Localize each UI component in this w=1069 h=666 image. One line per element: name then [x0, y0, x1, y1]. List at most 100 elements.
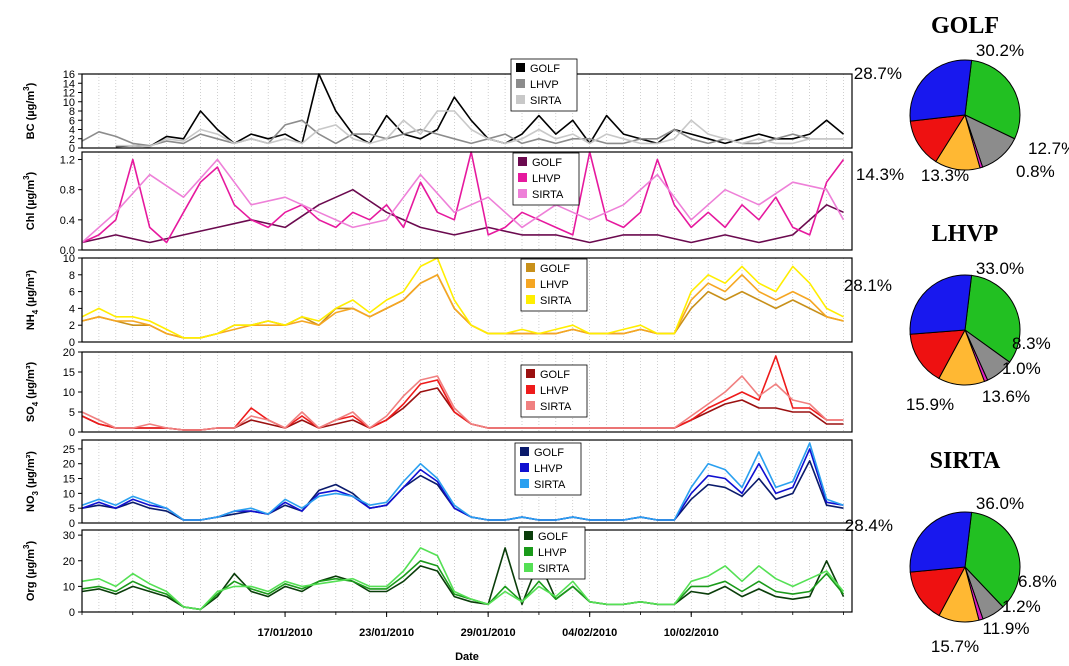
legend-swatch: [516, 79, 525, 88]
y-tick-label: 25: [63, 444, 75, 456]
y-tick-label: 1.2: [60, 155, 75, 167]
y-tick-label: 8: [69, 270, 75, 282]
x-axis-label: Date: [455, 651, 479, 663]
y-tick-label: 4: [69, 125, 75, 137]
y-tick-label: 8: [69, 106, 75, 118]
legend-swatch: [526, 369, 535, 378]
pie-lhvp: LHVP 33.0% 8.3% 1.0% 13.6% 15.9% 28.1%: [844, 221, 1051, 414]
legend: GOLF LHVP SIRTA: [520, 258, 588, 312]
pie-slice-label: 15.7%: [931, 637, 979, 656]
pie-slice-label: 30.2%: [976, 41, 1024, 60]
y-tick-label: 10: [63, 581, 75, 593]
y-tick-label: 5: [69, 407, 75, 419]
legend-entry: LHVP: [530, 79, 559, 91]
y-axis-label: SO4 (µg/m³): [25, 362, 40, 423]
pie-title: SIRTA: [930, 448, 1001, 474]
legend-swatch: [526, 401, 535, 410]
y-axis-label: Chl (µg/m3): [22, 171, 37, 230]
y-tick-label: 12: [63, 88, 75, 100]
pie-slice-label: 8.3%: [1012, 334, 1051, 353]
pie-slice-label: 1.0%: [1002, 359, 1041, 378]
y-tick-label: 0: [69, 427, 75, 439]
legend-entry: GOLF: [532, 157, 562, 169]
y-tick-label: 10: [63, 387, 75, 399]
series-line-lhvp: [81, 559, 845, 611]
y-tick-label: 6: [69, 115, 75, 127]
legend-entry: SIRTA: [540, 295, 572, 307]
series-line-golf: [81, 188, 844, 244]
series-line-lhvp: [81, 448, 844, 521]
legend-swatch: [524, 547, 533, 556]
legend-swatch: [526, 279, 535, 288]
legend-entry: LHVP: [538, 547, 567, 559]
y-tick-label: 20: [63, 347, 75, 359]
legend-entry: GOLF: [540, 263, 570, 275]
y-axis-label: BC (µg/m3): [22, 82, 37, 139]
y-tick-label: 15: [63, 474, 75, 486]
panel-frame: [81, 257, 853, 343]
pie-slice-label: 13.6%: [982, 387, 1030, 406]
legend-entry: LHVP: [534, 463, 563, 475]
series-line-golf: [81, 273, 844, 339]
pie-slice: [909, 566, 966, 617]
legend: GOLF LHVP SIRTA: [520, 364, 588, 418]
legend-swatch: [518, 173, 527, 182]
legend-entry: SIRTA: [530, 95, 562, 107]
y-axis-label: NO3 (µg/m³): [25, 451, 40, 512]
panel-2: 0.0 0.4 0.8 1.2 Chl (µg/m3) GOLF LHVP SIRTA: [22, 151, 853, 257]
series-line-sirta: [81, 158, 845, 244]
y-tick-label: 15: [63, 367, 75, 379]
y-tick-label: 30: [63, 530, 75, 542]
pie-slice: [909, 511, 973, 573]
pie-slice-label: 11.9%: [983, 619, 1030, 638]
y-tick-label: 10: [63, 253, 75, 265]
legend-entry: SIRTA: [540, 401, 572, 413]
pie-slice-label: 6.8%: [1018, 572, 1057, 591]
legend-entry: GOLF: [538, 531, 568, 543]
y-tick-label: 5: [69, 503, 75, 515]
pie-slice-label: 28.7%: [854, 64, 902, 83]
y-tick-label: 0.0: [60, 245, 75, 257]
series-line-lhvp: [81, 355, 844, 431]
y-tick-label: 0: [69, 607, 75, 619]
y-tick-label: 0.8: [60, 185, 75, 197]
pie-slice-label: 14.3%: [856, 165, 904, 184]
legend: GOLF LHVP SIRTA: [512, 152, 580, 206]
pie-slice: [909, 274, 973, 335]
y-tick-label: 2: [69, 320, 75, 332]
pie-slice: [909, 59, 973, 122]
legend-entry: GOLF: [530, 63, 560, 75]
x-tick-label: 23/01/2010: [359, 627, 414, 639]
panel-frame: [81, 439, 853, 524]
panel-4: 0 5 10 15 20 SO4 (µg/m³) GOLF LHVP SIRTA: [25, 347, 853, 439]
pie-slice-label: 1.2%: [1002, 597, 1041, 616]
panel-frame: [81, 529, 853, 613]
legend-entry: SIRTA: [532, 189, 564, 201]
legend-swatch: [518, 189, 527, 198]
pie-slice-label: 28.4%: [845, 516, 893, 535]
pie-sirta: SIRTA 36.0% 6.8% 1.2% 11.9%15.7% 28.4%: [845, 448, 1057, 656]
legend: GOLF LHVP SIRTA: [518, 526, 586, 580]
series-line-golf: [115, 73, 845, 148]
panel-5: 0 5 10 15 20 25 NO3 (µg/m³) GOLF LHVP SIRTA: [25, 439, 853, 530]
y-tick-label: 0: [69, 337, 75, 349]
legend-swatch: [526, 263, 535, 272]
legend-swatch: [526, 295, 535, 304]
series-line-sirta: [81, 442, 844, 521]
legend-entry: SIRTA: [534, 479, 566, 491]
pie-slice-label: 12.7%: [1028, 139, 1069, 158]
y-tick-label: 2: [69, 134, 75, 146]
x-tick-label: 10/02/2010: [664, 627, 719, 639]
panel-3: 0 2 4 6 8 10 NH4 (µg/m³) GOLF LHVP SIRTA: [25, 253, 853, 349]
legend-entry: LHVP: [540, 279, 569, 291]
legend-entry: GOLF: [534, 447, 564, 459]
series-line-lhvp: [81, 273, 844, 339]
y-tick-label: 0: [69, 143, 75, 155]
y-tick-label: 14: [63, 78, 75, 90]
legend-swatch: [524, 563, 533, 572]
y-axis-label: NH4 (µg/m³): [25, 270, 40, 331]
series-line-sirta: [81, 257, 844, 339]
pie-slice: [909, 329, 966, 380]
panel-frame: [81, 73, 853, 149]
